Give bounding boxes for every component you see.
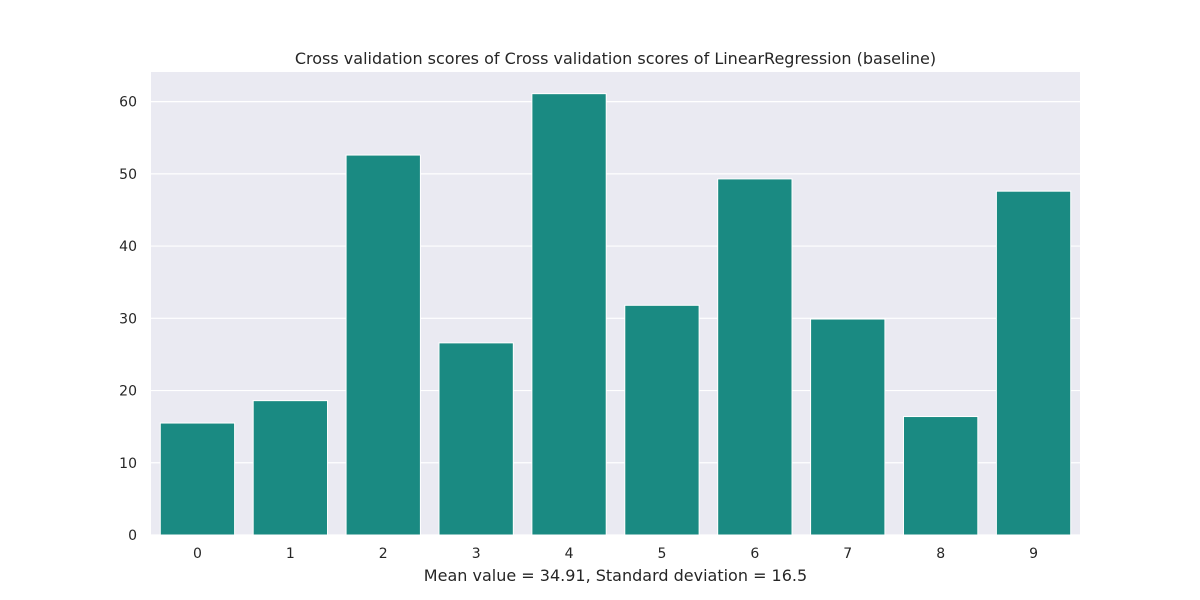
- bar-6: [717, 178, 793, 536]
- bar-3: [438, 342, 514, 536]
- y-tick-label: 50: [119, 167, 137, 183]
- x-tick-label: 0: [193, 546, 202, 562]
- x-axis-ticks: 0 1 2 3 4 5 6 7 8 9: [193, 546, 1038, 562]
- bar-1: [252, 400, 329, 536]
- x-tick-label: 3: [472, 546, 481, 562]
- y-axis-ticks: 0 10 20 30 40 50 60: [119, 95, 137, 544]
- chart-title: Cross validation scores of Cross validat…: [295, 49, 936, 68]
- y-tick-label: 10: [119, 456, 137, 472]
- y-tick-label: 30: [119, 311, 137, 327]
- y-tick-label: 20: [119, 384, 137, 400]
- y-tick-label: 0: [128, 528, 137, 544]
- x-tick-label: 6: [750, 546, 759, 562]
- bar-2: [345, 154, 421, 536]
- bar-4: [531, 93, 607, 536]
- x-tick-label: 1: [286, 546, 295, 562]
- x-tick-label: 5: [657, 546, 666, 562]
- bar-5: [624, 304, 700, 536]
- x-tick-label: 2: [379, 546, 388, 562]
- bar-9: [995, 190, 1072, 536]
- bar-8: [902, 416, 979, 536]
- x-axis-label: Mean value = 34.91, Standard deviation =…: [424, 566, 807, 585]
- x-tick-label: 7: [843, 546, 852, 562]
- x-tick-label: 8: [936, 546, 945, 562]
- bar-0: [159, 422, 236, 536]
- x-tick-label: 9: [1029, 546, 1038, 562]
- y-tick-label: 40: [119, 239, 137, 255]
- bar-7: [810, 318, 886, 536]
- bars: [159, 93, 1072, 536]
- x-tick-label: 4: [565, 546, 574, 562]
- y-tick-label: 60: [119, 95, 137, 111]
